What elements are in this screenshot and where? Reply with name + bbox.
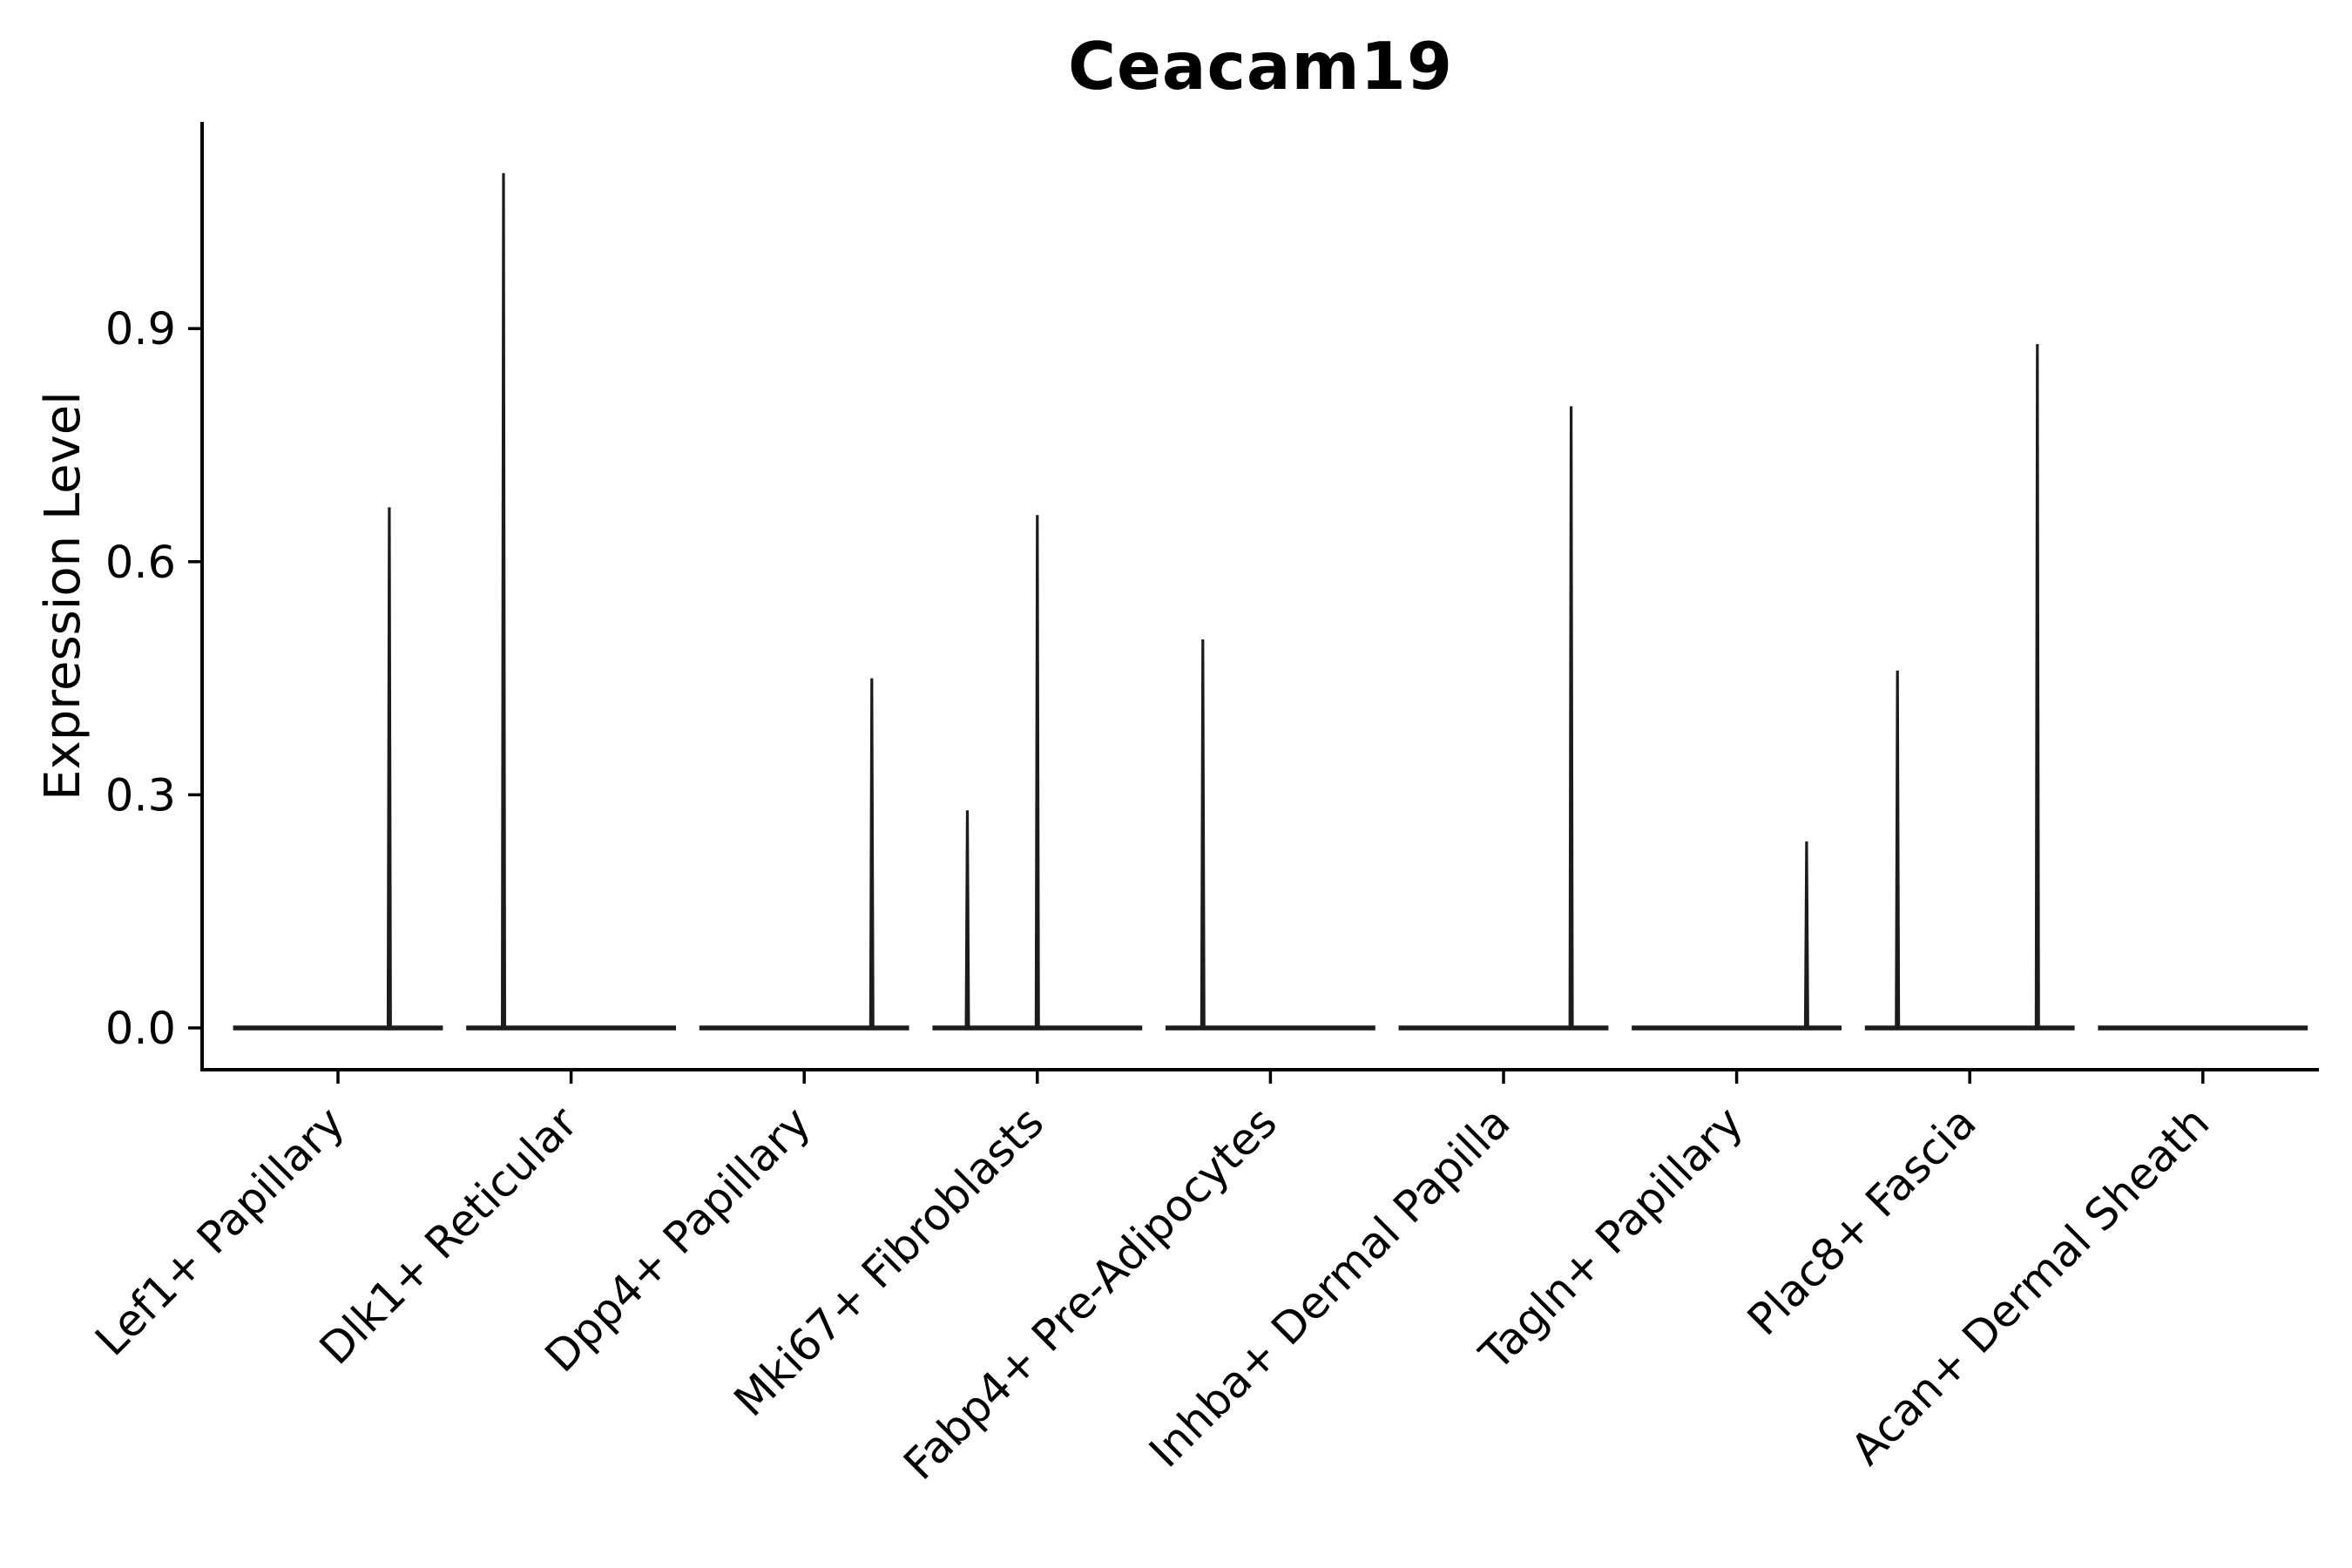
violin-spike [964, 810, 970, 1028]
violin-base [233, 1025, 443, 1031]
violin-base [699, 1025, 909, 1031]
violin-base [1864, 1025, 2075, 1031]
violin-spike [2034, 344, 2040, 1028]
y-tick-label: 0.9 [105, 304, 176, 355]
violin-spike [1895, 670, 1901, 1028]
y-tick-label: 0.3 [105, 770, 176, 821]
violin-spike [501, 172, 506, 1029]
violin-base [466, 1025, 676, 1031]
violin-base [1632, 1025, 1842, 1031]
y-tick-label: 0.6 [105, 537, 176, 589]
violin-spike [386, 507, 392, 1028]
violin-base [932, 1025, 1143, 1031]
plot-title: Ceacam19 [1067, 28, 1454, 105]
violin-base [1398, 1025, 1609, 1031]
x-tick-label: Lef1+ Papillary [85, 1097, 354, 1365]
violin-spike [868, 678, 875, 1028]
violin-spike [1568, 406, 1574, 1028]
violin-spike [1034, 515, 1040, 1028]
violin-base [2098, 1025, 2308, 1031]
x-tick-label: Plac8+ Fascia [1738, 1097, 1986, 1345]
violin-spike [1200, 639, 1206, 1028]
violin-spike [1803, 841, 1809, 1028]
violin-base [1166, 1025, 1375, 1031]
x-tick-label: Fabp4+ Pre-Adipocytes [894, 1097, 1287, 1490]
x-tick-label: Dlk1+ Reticular [310, 1097, 587, 1374]
y-tick-label: 0.0 [105, 1004, 176, 1055]
